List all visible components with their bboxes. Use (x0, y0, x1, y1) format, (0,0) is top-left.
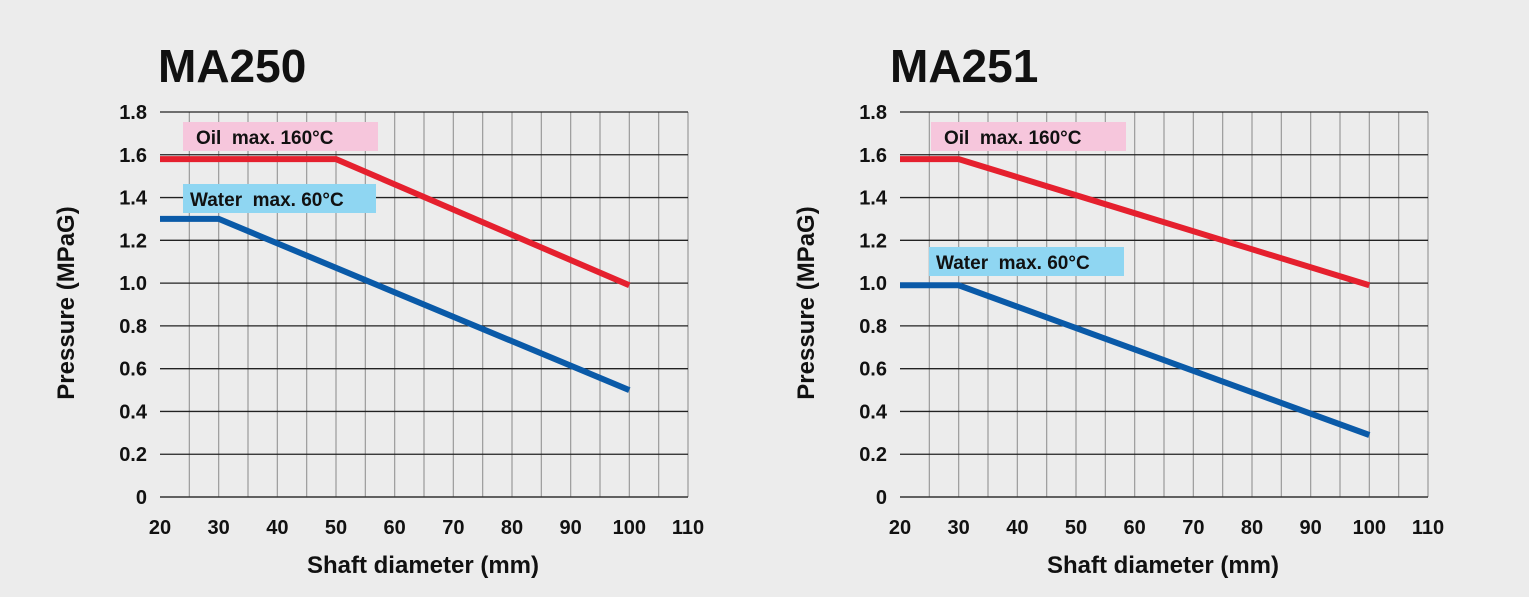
y-tick-label: 1.8 (859, 102, 887, 124)
chart-title: MA250 (158, 40, 306, 92)
oil-label-background (183, 122, 378, 151)
x-tick-label: 90 (1300, 517, 1322, 539)
x-tick-label: 100 (613, 517, 646, 539)
chart-ma250: MA250 0 0.2 0.4 0.6 0.8 1.0 1.2 1.4 1.6 1.8 20 30 4… (53, 40, 704, 579)
y-tick-label: 1.4 (119, 188, 148, 210)
water-series-line (160, 215, 631, 393)
x-tick-label: 70 (1182, 517, 1204, 539)
oil-series-line (900, 156, 1371, 289)
y-tick-label: 0.6 (119, 359, 147, 381)
y-tick-label: 0.4 (859, 401, 888, 423)
y-tick-label: 1.8 (119, 102, 147, 124)
water-series-label: Water max. 60°C (936, 253, 1090, 274)
y-tick-label: 1.2 (119, 230, 147, 252)
x-axis-ticks: 20 30 40 50 60 70 80 90 100 110 (889, 517, 1444, 539)
y-tick-label: 1.0 (859, 273, 887, 295)
y-axis-ticks: 0 0.2 0.4 0.6 0.8 1.0 1.2 1.4 1.6 1.8 (859, 102, 888, 509)
x-tick-label: 20 (149, 517, 171, 539)
chart-title: MA251 (890, 40, 1038, 92)
y-tick-label: 0.2 (859, 444, 887, 466)
y-tick-label: 1.6 (119, 145, 147, 167)
water-label-background (183, 184, 376, 213)
y-tick-label: 0.4 (119, 401, 148, 423)
oil-series-label: Oil max. 160°C (196, 128, 334, 149)
x-tick-label: 80 (1241, 517, 1263, 539)
x-tick-label: 90 (560, 517, 582, 539)
water-series-line (900, 282, 1371, 438)
oil-label-background (931, 122, 1126, 151)
x-tick-label: 100 (1353, 517, 1386, 539)
x-axis-label: Shaft diameter (mm) (307, 552, 539, 579)
x-tick-label: 70 (442, 517, 464, 539)
water-series-label: Water max. 60°C (190, 190, 344, 211)
y-axis-label: Pressure (MPaG) (793, 206, 820, 399)
y-tick-label: 0.2 (119, 444, 147, 466)
y-tick-label: 0.8 (119, 316, 147, 338)
y-tick-label: 1.0 (119, 273, 147, 295)
y-tick-label: 0.8 (859, 316, 887, 338)
y-axis-label: Pressure (MPaG) (53, 206, 80, 399)
y-tick-label: 0 (876, 487, 887, 509)
x-tick-label: 30 (948, 517, 970, 539)
x-tick-label: 60 (384, 517, 406, 539)
y-axis-ticks: 0 0.2 0.4 0.6 0.8 1.0 1.2 1.4 1.6 1.8 (119, 102, 148, 509)
x-tick-label: 50 (1065, 517, 1087, 539)
y-tick-label: 1.4 (859, 188, 888, 210)
chart-ma251: MA251 0 0.2 0.4 0.6 0.8 1.0 1.2 1.4 1.6 1.8 20 30 4… (793, 40, 1444, 579)
x-tick-label: 30 (208, 517, 230, 539)
y-tick-label: 0.6 (859, 359, 887, 381)
oil-series-line (160, 156, 631, 289)
chart-grid (160, 111, 689, 498)
x-tick-label: 80 (501, 517, 523, 539)
y-tick-label: 1.2 (859, 230, 887, 252)
x-tick-label: 110 (672, 517, 704, 539)
x-tick-label: 20 (889, 517, 911, 539)
series-lines (160, 156, 631, 393)
x-tick-label: 40 (266, 517, 288, 539)
chart-grid (900, 111, 1429, 498)
series-lines (900, 156, 1371, 438)
y-tick-label: 0 (136, 487, 147, 509)
x-axis-ticks: 20 30 40 50 60 70 80 90 100 110 (149, 517, 704, 539)
x-tick-label: 50 (325, 517, 347, 539)
x-tick-label: 60 (1124, 517, 1146, 539)
oil-series-label: Oil max. 160°C (944, 128, 1082, 149)
water-label-background (929, 247, 1124, 276)
x-tick-label: 40 (1006, 517, 1028, 539)
y-tick-label: 1.6 (859, 145, 887, 167)
x-axis-label: Shaft diameter (mm) (1047, 552, 1279, 579)
x-tick-label: 110 (1412, 517, 1444, 539)
